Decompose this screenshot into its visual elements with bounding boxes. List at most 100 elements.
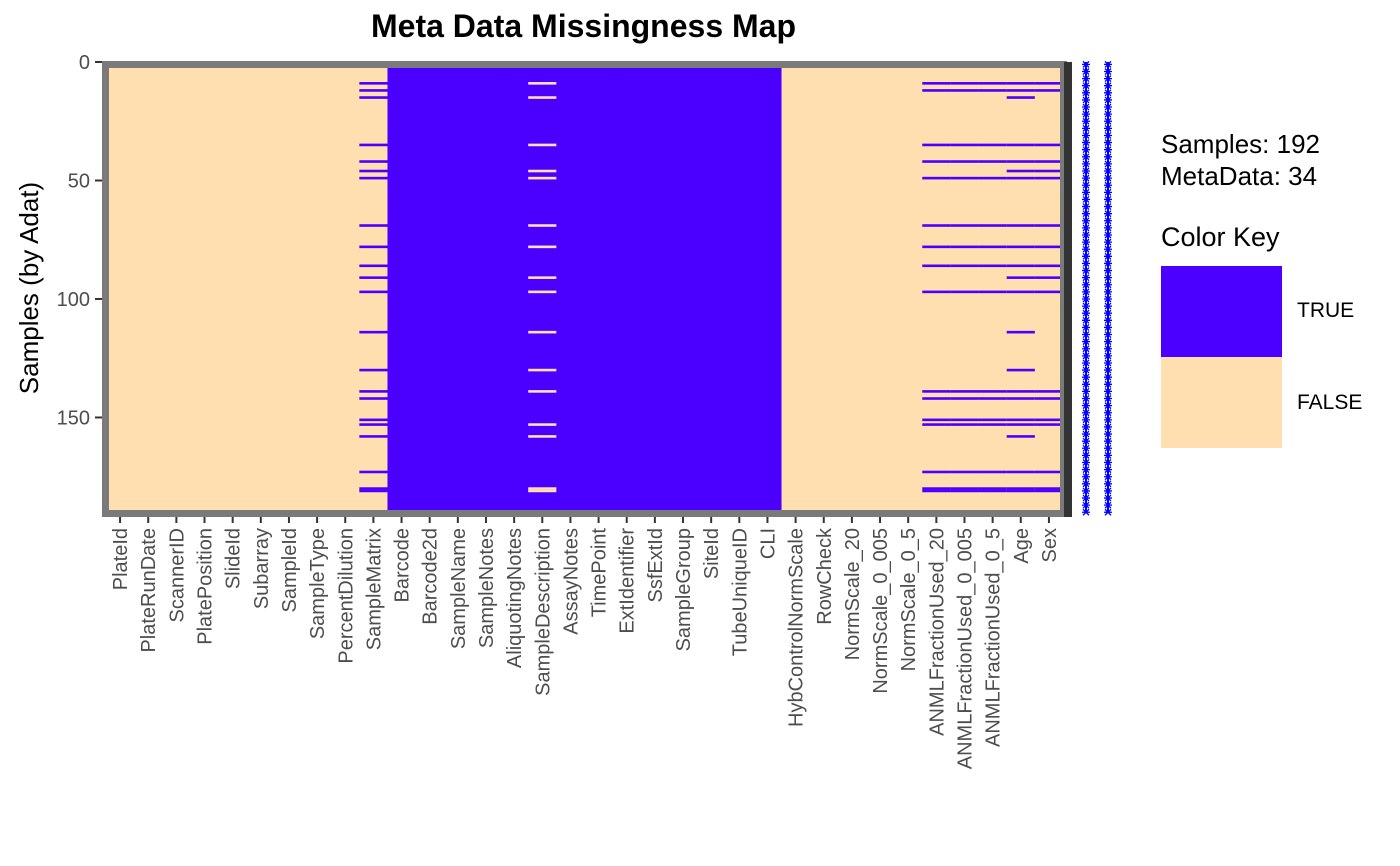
marker-star-0-12 (1082, 89, 1090, 97)
cell-Age-row-114 (1006, 330, 1036, 334)
cell-ANMLFractionUsed_0_5-row-97 (978, 290, 1008, 294)
cell-ANMLFractionUsed_20-row-139 (922, 390, 952, 393)
cell-SampleDescription-row-139 (528, 390, 557, 393)
cell-Sex-row-46 (1034, 169, 1064, 173)
cell-SampleDescription-row-91 (528, 276, 557, 279)
marker-star-0-111 (1082, 323, 1090, 331)
marker-star-1-177 (1104, 480, 1112, 488)
cell-SampleMatrix-row-114 (359, 330, 389, 334)
marker-star-1-144 (1104, 402, 1112, 410)
cell-SampleDescription-row-130 (528, 368, 557, 372)
x-tick-label-PlateId: PlateId (110, 528, 132, 590)
legend-label-false: FALSE (1297, 391, 1363, 414)
column-PlateId (106, 62, 135, 517)
marker-star-1-3 (1104, 68, 1112, 75)
marker-star-1-111 (1104, 323, 1112, 331)
marker-star-1-87 (1104, 267, 1112, 275)
column-SampleMatrix (359, 62, 389, 517)
x-tick-label-ANMLFractionUsed_0_5: ANMLFractionUsed_0_5 (983, 528, 1005, 747)
x-tick-label-TubeUniqueID: TubeUniqueID (729, 528, 751, 656)
marker-star-1-147 (1104, 409, 1112, 417)
x-tick-label-Barcode: Barcode (392, 528, 414, 603)
x-tick-label-PlateRunDate: PlateRunDate (138, 528, 160, 653)
cell-SampleMatrix-row-181 (359, 489, 389, 493)
x-tick-label-SsfExtId: SsfExtId (645, 528, 667, 602)
cell-ANMLFractionUsed_0_005-row-153 (950, 423, 980, 426)
marker-star-1-45 (1104, 167, 1112, 175)
cell-SampleMatrix-row-42 (359, 160, 389, 163)
column-PlatePosition (190, 62, 220, 517)
cell-Age-row-42 (1006, 160, 1036, 163)
legend-swatch-false (1161, 357, 1282, 448)
column-PercentDilution (331, 62, 360, 517)
cell-Sex-row-180 (1034, 487, 1064, 490)
marker-star-1-165 (1104, 451, 1112, 459)
cell-SampleMatrix-row-69 (359, 224, 389, 227)
marker-star-1-78 (1104, 245, 1112, 253)
marker-star-0-57 (1082, 195, 1090, 203)
marker-star-0-141 (1082, 395, 1090, 402)
marker-star-0-117 (1082, 338, 1090, 346)
x-tick-label-SampleNotes: SampleNotes (476, 528, 498, 648)
cell-Age-row-86 (1006, 264, 1036, 268)
cell-Age-row-9 (1006, 82, 1036, 85)
column-NormScale_0_005 (865, 62, 895, 517)
cell-ANMLFractionUsed_0_005-row-151 (950, 418, 980, 422)
cell-Sex-row-153 (1034, 423, 1064, 426)
marker-star-0-42 (1082, 160, 1090, 168)
column-Age (1006, 62, 1036, 517)
x-tick-label-ANMLFractionUsed_20: ANMLFractionUsed_20 (926, 528, 948, 736)
x-tick-label-Barcode2d: Barcode2d (420, 528, 442, 625)
x-tick-label-ANMLFractionUsed_0_005: ANMLFractionUsed_0_005 (954, 528, 976, 769)
cell-ANMLFractionUsed_20-row-142 (922, 397, 952, 400)
marker-star-0-75 (1082, 238, 1090, 246)
column-SampleDescription (528, 62, 557, 517)
marker-star-0-126 (1082, 359, 1090, 367)
cell-Sex-row-97 (1034, 290, 1064, 294)
column-SampleGroup (668, 62, 698, 517)
cell-ANMLFractionUsed_0_005-row-142 (950, 397, 980, 400)
cell-ANMLFractionUsed_20-row-49 (922, 176, 952, 180)
marker-star-1-141 (1104, 395, 1112, 402)
column-SampleNotes (471, 62, 501, 517)
cell-ANMLFractionUsed_0_005-row-181 (950, 489, 980, 493)
cell-ANMLFractionUsed_0_005-row-173 (950, 470, 980, 474)
cell-ANMLFractionUsed_20-row-35 (922, 143, 952, 147)
marker-star-1-72 (1104, 231, 1112, 239)
cell-Sex-row-139 (1034, 390, 1064, 393)
cell-SampleDescription-row-49 (528, 176, 557, 180)
cell-SampleMatrix-row-15 (359, 96, 389, 99)
cell-ANMLFractionUsed_0_005-row-97 (950, 290, 980, 294)
marker-star-0-63 (1082, 210, 1090, 218)
marker-star-0-87 (1082, 267, 1090, 275)
marker-star-0-108 (1082, 316, 1090, 324)
x-tick-label-SampleDescription: SampleDescription (532, 528, 554, 696)
cell-SampleMatrix-row-91 (359, 276, 389, 279)
x-tick-label-CLI: CLI (757, 528, 779, 559)
cell-SampleMatrix-row-142 (359, 397, 389, 400)
marker-star-0-24 (1082, 117, 1090, 125)
marker-star-0-45 (1082, 167, 1090, 175)
marker-star-0-165 (1082, 451, 1090, 459)
cell-ANMLFractionUsed_20-row-181 (922, 489, 952, 493)
marker-star-1-33 (1104, 139, 1112, 147)
cell-Age-row-97 (1006, 290, 1036, 294)
marker-star-1-153 (1104, 423, 1112, 431)
x-tick-label-SampleGroup: SampleGroup (673, 528, 695, 651)
cell-Age-row-35 (1006, 143, 1036, 147)
column-NormScale_20 (837, 62, 867, 517)
x-tick-label-NormScale_0_005: NormScale_0_005 (870, 528, 892, 694)
marker-star-1-162 (1104, 444, 1112, 452)
marker-star-1-0 (1104, 60, 1112, 68)
cell-SampleMatrix-row-97 (359, 290, 389, 294)
marker-star-1-99 (1104, 295, 1112, 303)
marker-star-1-126 (1104, 359, 1112, 367)
cell-ANMLFractionUsed_0_005-row-139 (950, 390, 980, 393)
column-NormScale_0_5 (894, 62, 923, 517)
marker-star-0-0 (1082, 60, 1090, 68)
marker-star-0-153 (1082, 423, 1090, 431)
cell-SampleDescription-row-181 (528, 489, 557, 493)
marker-star-1-12 (1104, 89, 1112, 97)
marker-star-1-81 (1104, 252, 1112, 260)
marker-star-0-132 (1082, 373, 1090, 381)
